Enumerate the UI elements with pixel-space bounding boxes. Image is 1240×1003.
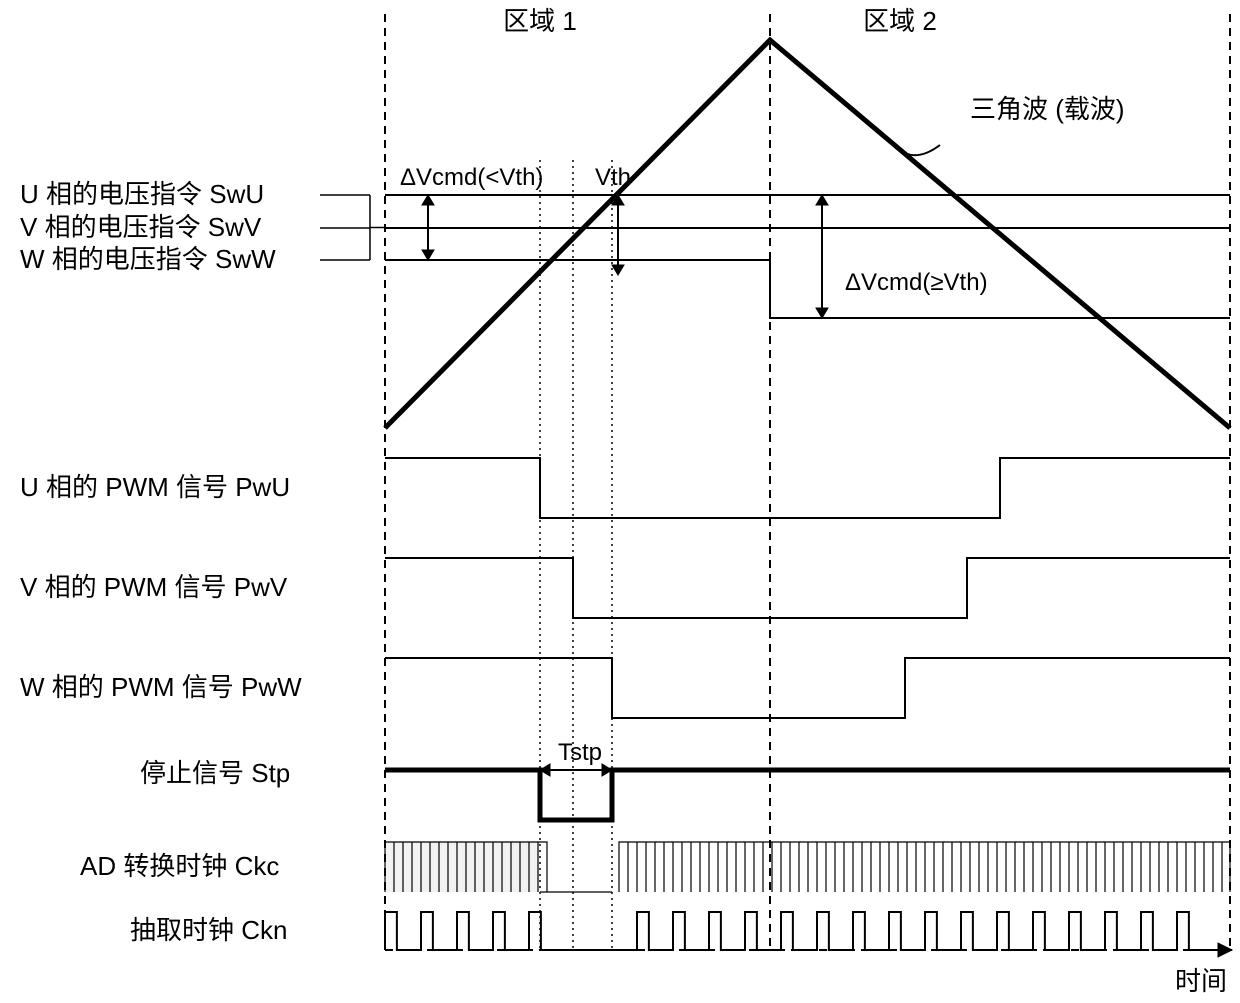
svg-text:时间: 时间	[1175, 966, 1227, 996]
svg-text:W 相的 PWM 信号 PwW: W 相的 PWM 信号 PwW	[20, 672, 302, 702]
svg-text:V 相的电压指令 SwV: V 相的电压指令 SwV	[20, 212, 262, 242]
svg-text:Vth: Vth	[595, 164, 631, 191]
svg-text:停止信号 Stp: 停止信号 Stp	[140, 758, 290, 788]
svg-text:V 相的 PWM 信号 PwV: V 相的 PWM 信号 PwV	[20, 572, 288, 602]
svg-text:W 相的电压指令 SwW: W 相的电压指令 SwW	[20, 244, 276, 274]
svg-text:Tstp: Tstp	[558, 739, 602, 766]
svg-text:AD 转换时钟 Ckc: AD 转换时钟 Ckc	[80, 851, 279, 881]
svg-text:ΔVcmd(<Vth): ΔVcmd(<Vth)	[400, 164, 543, 191]
svg-text:三角波 (载波): 三角波 (载波)	[970, 94, 1125, 124]
svg-text:抽取时钟 Ckn: 抽取时钟 Ckn	[130, 915, 287, 945]
svg-text:ΔVcmd(≥Vth): ΔVcmd(≥Vth)	[845, 269, 988, 296]
svg-text:区域 1: 区域 1	[503, 6, 577, 36]
svg-text:U 相的 PWM 信号 PwU: U 相的 PWM 信号 PwU	[20, 472, 290, 502]
svg-text:区域 2: 区域 2	[863, 6, 937, 36]
svg-text:U 相的电压指令 SwU: U 相的电压指令 SwU	[20, 179, 264, 209]
